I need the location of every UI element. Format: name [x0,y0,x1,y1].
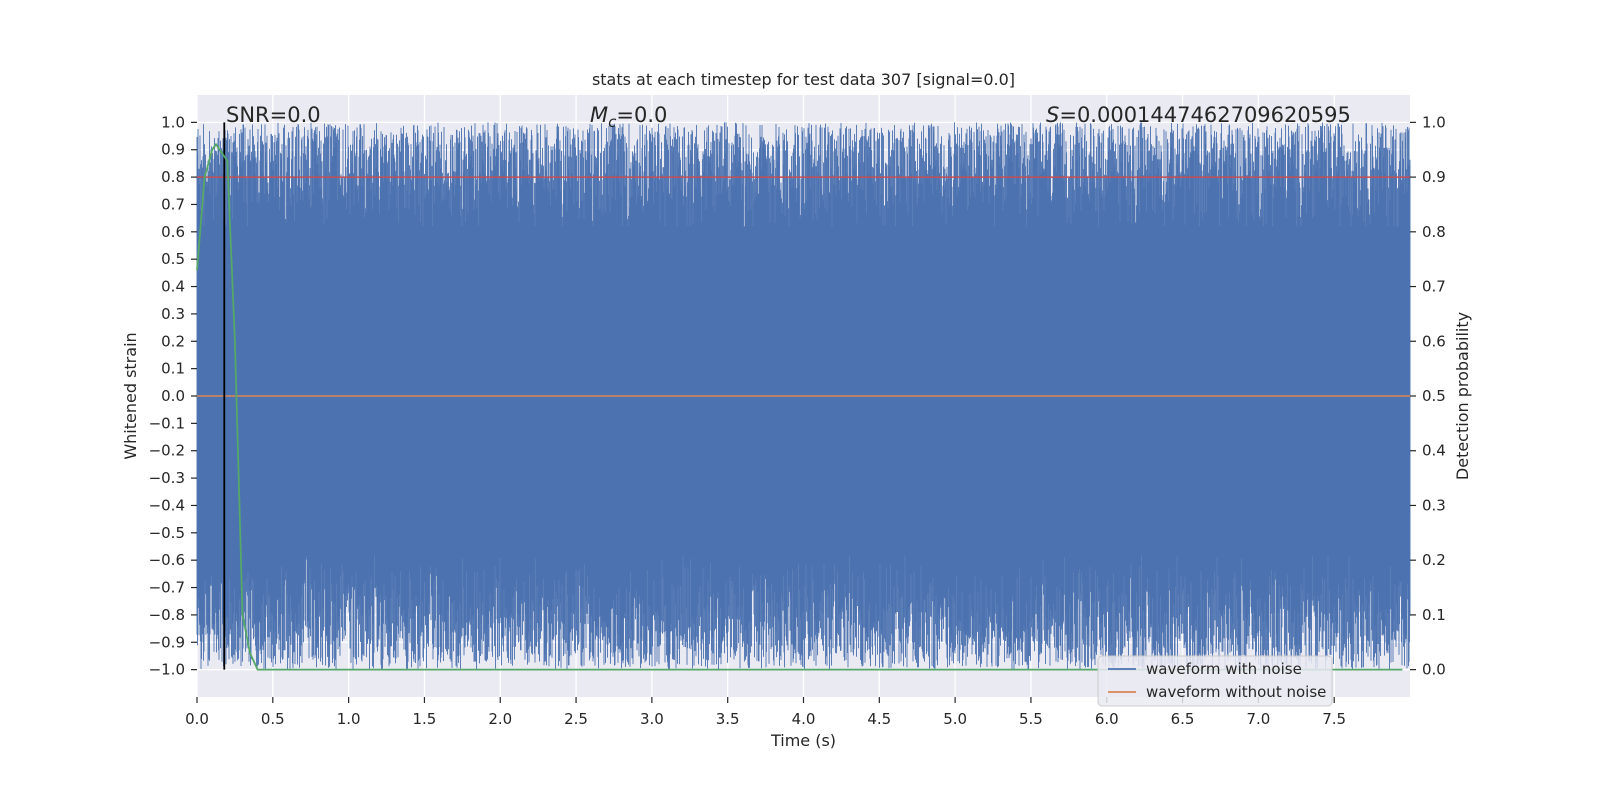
mc-symbol: M [590,103,608,127]
snr-annotation: SNR=0.0 [226,103,321,127]
legend-box [1097,655,1333,707]
y-tick-label: 0.8 [161,168,185,186]
x-tick-label: 3.0 [640,710,664,728]
x-tick-label: 6.5 [1171,710,1195,728]
x-tick-label: 1.5 [413,710,437,728]
x-tick-label: 5.0 [943,710,967,728]
legend-label: waveform without noise [1146,683,1326,701]
y-tick-label: −0.8 [149,606,185,624]
y-right-tick-label: 0.6 [1422,332,1446,350]
y-right-tick-label: 0.4 [1422,442,1446,460]
y-right-tick-label: 0.0 [1422,661,1446,679]
mc-value: =0.0 [616,103,667,127]
x-tick-label: 6.0 [1095,710,1119,728]
y-axis-label: Whitened strain [121,332,140,459]
x-tick-label: 3.5 [716,710,740,728]
y-axis-right-label: Detection probability [1453,312,1472,480]
y-right-tick-label: 0.7 [1422,278,1446,296]
y-tick-label: 0.6 [161,223,185,241]
ticks: 0.0 0.5 1.0 1.5 2.0 2.5 3.0 3.5 4.0 4.5 5.0 5.5 6.0 6… [149,113,1446,728]
legend-label: waveform with noise [1146,660,1302,678]
y-tick-label: 0.0 [161,387,185,405]
y-tick-label: −0.2 [149,442,185,460]
y-right-tick-label: 0.5 [1422,387,1446,405]
noise-trace [196,122,1411,670]
x-tick-label: 5.5 [1019,710,1043,728]
x-tick-label: 4.5 [867,710,891,728]
x-tick-label: 1.0 [337,710,361,728]
x-tick-label: 4.0 [792,710,816,728]
y-tick-label: 0.4 [161,278,185,296]
y-tick-label: 1.0 [161,113,185,131]
y-right-tick-label: 0.3 [1422,496,1446,514]
y-right-tick-label: 0.1 [1422,606,1446,624]
y-tick-label: 0.5 [161,250,185,268]
chart-title: stats at each timestep for test data 307… [592,70,1015,89]
y-tick-label: 0.1 [161,360,185,378]
y-right-tick-label: 0.8 [1422,223,1446,241]
mc-subscript: c [608,113,617,131]
x-tick-label: 0.0 [185,710,209,728]
y-tick-label: 0.9 [161,141,185,159]
y-tick-label: −0.5 [149,524,185,542]
y-tick-label: −0.6 [149,551,185,569]
chirp-mass-annotation: Mc=0.0 [590,103,667,131]
x-tick-label: 2.0 [488,710,512,728]
legend: waveform with noise waveform without nois… [1097,655,1333,707]
s-annotation: S=0.0001447462709620595 [1046,103,1351,127]
x-tick-label: 2.5 [564,710,588,728]
series-waveform-with-noise [196,122,1411,670]
series-lines [196,122,1410,671]
y-tick-label: −0.9 [149,633,185,651]
x-tick-label: 7.5 [1322,710,1346,728]
y-right-tick-label: 1.0 [1422,113,1446,131]
x-tick-label: 7.0 [1246,710,1270,728]
y-right-tick-label: 0.9 [1422,168,1446,186]
y-tick-label: 0.7 [161,195,185,213]
y-tick-label: 0.3 [161,305,185,323]
y-tick-label: −0.4 [149,496,185,514]
y-tick-label: −0.7 [149,579,185,597]
y-tick-label: −0.1 [149,414,185,432]
series-detection-probability [196,142,1403,671]
y-right-tick-label: 0.2 [1422,551,1446,569]
s-value: =0.0001447462709620595 [1059,103,1351,127]
y-tick-label: 0.2 [161,332,185,350]
x-axis-label: Time (s) [770,731,836,750]
s-symbol: S [1046,103,1059,127]
y-tick-label: −0.3 [149,469,185,487]
y-tick-label: −1.0 [149,661,185,679]
plot-content [196,122,1411,671]
x-tick-label: 0.5 [261,710,285,728]
